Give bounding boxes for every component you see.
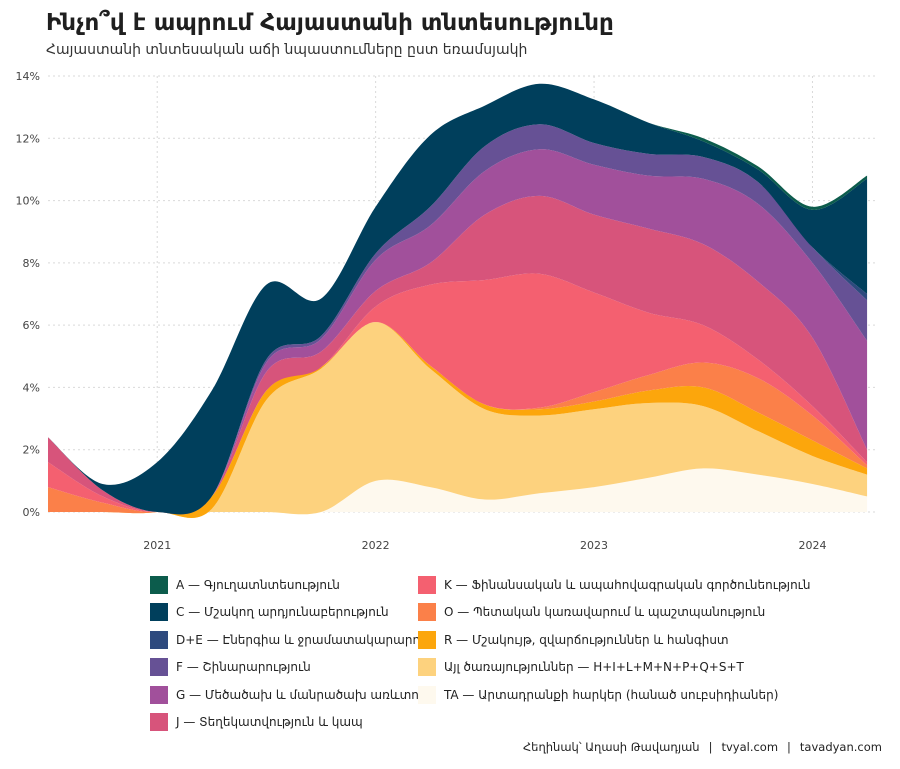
- legend-item: A — Գյուղատնտեսություն: [150, 571, 433, 599]
- legend-column-right: K — Ֆինանսական և ապահովագրական գործունեո…: [418, 571, 811, 709]
- legend-swatch: [150, 685, 168, 704]
- legend-label: TA — Արտադրանքի հարկեր (հանած սուբսիդիան…: [444, 687, 779, 702]
- series-area: [48, 195, 868, 514]
- legend-swatch: [418, 658, 436, 677]
- legend-item: C — Մշակող արդյունաբերություն: [150, 599, 433, 627]
- y-tick-label: 2%: [23, 444, 40, 457]
- caption-separator: |: [708, 740, 713, 754]
- caption-site-tvyal: tvyal.com: [721, 740, 779, 754]
- caption: Հեղինակ՝ Աղասի Թավադյան | tvyal.com | tavady…: [523, 740, 882, 754]
- legend-column-left: A — Գյուղատնտեսություն C — Մշակող արդյուն…: [150, 571, 433, 736]
- legend-swatch: [150, 658, 168, 677]
- caption-site-tavadyan: tavadyan.com: [799, 740, 882, 754]
- chart-subtitle: Հայաստանի տնտեսական աճի նպաստումները ըստ…: [46, 42, 528, 58]
- x-tick-label: 2023: [580, 539, 608, 552]
- legend-label: A — Գյուղատնտեսություն: [176, 577, 340, 592]
- series-area: [48, 322, 868, 518]
- legend-label: J — Տեղեկատվություն և կապ: [176, 715, 363, 730]
- chart-title: Ինչո՞վ է ապրում Հայաստանի տնտեսությունը: [46, 10, 614, 36]
- series-area: [48, 83, 868, 515]
- y-tick-label: 6%: [23, 319, 40, 332]
- y-tick-label: 10%: [16, 195, 40, 208]
- legend-item: D+E — Էներգիա և ջրամատակարարում: [150, 626, 433, 654]
- legend-swatch: [150, 575, 168, 594]
- legend-label: K — Ֆինանսական և ապահովագրական գործունեո…: [444, 577, 811, 592]
- series-area: [48, 149, 868, 515]
- legend-label: G — Մեծածախ և մանրածախ առևտուր: [176, 687, 432, 702]
- y-tick-label: 12%: [16, 132, 40, 145]
- legend-swatch: [150, 603, 168, 622]
- legend-swatch: [150, 713, 168, 732]
- legend-label: Այլ ծառայություններ — H+I+L+M+N+P+Q+S+T: [444, 660, 744, 675]
- legend-label: F — Շինարարություն: [176, 660, 311, 675]
- legend-item: F — Շինարարություն: [150, 654, 433, 682]
- y-tick-label: 0%: [23, 506, 40, 519]
- legend-swatch: [418, 630, 436, 649]
- legend-label: O — Պետական կառավարում և պաշտպանություն: [444, 605, 766, 620]
- caption-author: Հեղինակ՝ Աղասի Թավադյան: [522, 740, 700, 754]
- legend-label: C — Մշակող արդյունաբերություն: [176, 605, 389, 620]
- legend-swatch: [418, 575, 436, 594]
- area-layer: [48, 83, 868, 518]
- y-tick-label: 8%: [23, 257, 40, 270]
- stacked-area-chart: 0% 2% 4% 6% 8% 10% 12% 14% 2021 2022 2023 2024: [16, 70, 878, 552]
- legend-label: D+E — Էներգիա և ջրամատակարարում: [176, 632, 433, 647]
- legend-item: O — Պետական կառավարում և պաշտպանություն: [418, 599, 811, 627]
- caption-separator: |: [787, 740, 791, 754]
- legend-swatch: [418, 685, 436, 704]
- legend-item: K — Ֆինանսական և ապահովագրական գործունեո…: [418, 571, 811, 599]
- legend-item: G — Մեծածախ և մանրածախ առևտուր: [150, 681, 433, 709]
- legend-item: R — Մշակույթ, զվարճություններ և հանգիստ: [418, 626, 811, 654]
- y-tick-label: 14%: [16, 70, 40, 83]
- axis-layer: 0% 2% 4% 6% 8% 10% 12% 14% 2021 2022 2023 2024: [16, 70, 827, 552]
- legend-swatch: [150, 630, 168, 649]
- x-tick-label: 2022: [362, 539, 390, 552]
- legend-item: Այլ ծառայություններ — H+I+L+M+N+P+Q+S+T: [418, 654, 811, 682]
- x-tick-label: 2021: [143, 539, 171, 552]
- x-tick-label: 2024: [798, 539, 826, 552]
- legend-item: TA — Արտադրանքի հարկեր (հանած սուբսիդիան…: [418, 681, 811, 709]
- legend-swatch: [418, 603, 436, 622]
- legend-item: J — Տեղեկատվություն և կապ: [150, 709, 433, 737]
- y-tick-label: 4%: [23, 381, 40, 394]
- series-area: [48, 273, 868, 513]
- legend-label: R — Մշակույթ, զվարճություններ և հանգիստ: [444, 632, 729, 647]
- series-area: [48, 468, 868, 515]
